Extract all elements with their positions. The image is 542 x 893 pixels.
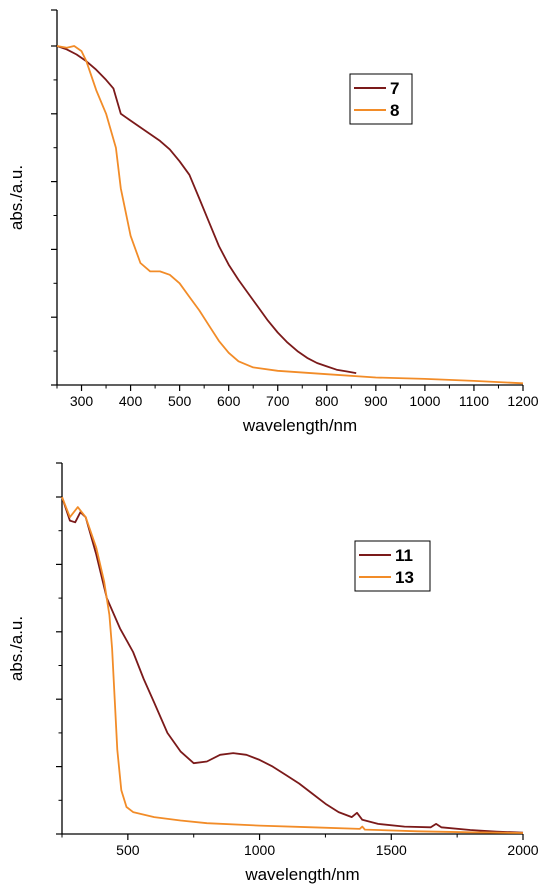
x-tick-label: 2000 [507, 842, 538, 858]
series-lines [61, 496, 524, 834]
x-tick-label: 1200 [507, 393, 538, 409]
chart-bottom: 500 1000 1500 2000 wavelength/nm abs./a.u. … [7, 462, 539, 884]
legend: 7 8 [349, 73, 413, 125]
legend-box [349, 73, 413, 125]
y-axis-title: abs./a.u. [7, 165, 26, 230]
chart-top: 300 400 500 600 700 800 900 1000 1100 1200 wavele… [7, 9, 539, 435]
axis-ticks [56, 462, 524, 840]
legend-box [354, 540, 431, 592]
x-tick-label: 1000 [244, 842, 275, 858]
x-tick-label: 1000 [409, 393, 440, 409]
legend-label-11: 11 [395, 546, 413, 565]
x-tick-label: 400 [119, 393, 143, 409]
series-line-13 [61, 496, 524, 834]
series-line-7 [56, 45, 357, 374]
x-axis-title: wavelength/nm [244, 865, 359, 884]
legend: 11 13 [354, 540, 431, 592]
x-tick-label: 900 [364, 393, 388, 409]
series-line-8 [56, 45, 524, 385]
legend-label-13: 13 [395, 568, 414, 587]
x-tick-label: 800 [315, 393, 339, 409]
series-lines [56, 45, 524, 385]
x-tick-label: 600 [217, 393, 241, 409]
axis-ticks [51, 9, 524, 391]
x-tick-label: 300 [70, 393, 94, 409]
legend-label-7: 7 [390, 79, 399, 98]
x-axis-title: wavelength/nm [242, 416, 357, 435]
y-axis-title: abs./a.u. [7, 616, 26, 681]
x-tick-label: 500 [168, 393, 192, 409]
x-tick-label: 1100 [459, 393, 489, 409]
x-tick-label: 500 [116, 842, 140, 858]
x-tick-labels: 500 1000 1500 2000 [116, 842, 539, 858]
x-tick-label: 700 [266, 393, 290, 409]
series-line-11 [61, 496, 524, 834]
legend-label-8: 8 [390, 101, 399, 120]
x-tick-label: 1500 [376, 842, 407, 858]
x-tick-labels: 300 400 500 600 700 800 900 1000 1100 1200 [70, 393, 539, 409]
